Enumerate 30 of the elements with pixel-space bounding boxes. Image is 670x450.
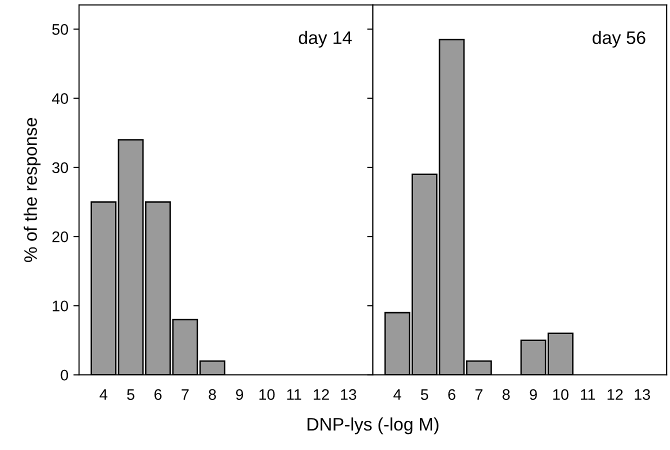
text: day 14 <box>298 30 352 48</box>
x-axis-title: DNP-lys (-log M) <box>308 417 438 434</box>
x-tick-label: 8 <box>502 389 510 400</box>
x-tick-label: 11 <box>287 389 302 400</box>
y-tick-label: 50 <box>52 24 68 35</box>
x-tick-label: 13 <box>341 389 356 400</box>
x-tick-label: 4 <box>393 389 402 400</box>
x-tick-label: 12 <box>608 389 623 400</box>
x-tick-label: 10 <box>553 389 568 400</box>
x-tick-label: 7 <box>475 389 482 400</box>
x-tick-label: 9 <box>236 389 244 400</box>
x-tick-label: 10 <box>259 389 275 400</box>
x-tick-label: 12 <box>314 389 329 400</box>
text: day 56 <box>592 30 646 48</box>
x-tick-label: 4 <box>100 389 108 400</box>
x-tick-label: 5 <box>127 389 134 400</box>
x-tick-label: 7 <box>182 389 189 400</box>
y-tick-label: 40 <box>52 93 68 104</box>
y-tick-label: 20 <box>52 231 68 242</box>
x-tick-label: 6 <box>154 389 162 400</box>
x-tick-label: 9 <box>530 389 537 400</box>
y-tick-label: 10 <box>52 300 68 312</box>
x-tick-label: 11 <box>580 389 595 400</box>
y-tick-label: 30 <box>52 162 68 174</box>
y-tick-label: 0 <box>60 370 68 381</box>
y-axis-title: % of the response <box>24 118 41 262</box>
x-tick-label: 13 <box>634 389 650 400</box>
x-tick-label: 5 <box>420 389 428 400</box>
x-tick-label: 6 <box>448 389 456 400</box>
x-tick-label: 8 <box>208 389 216 400</box>
